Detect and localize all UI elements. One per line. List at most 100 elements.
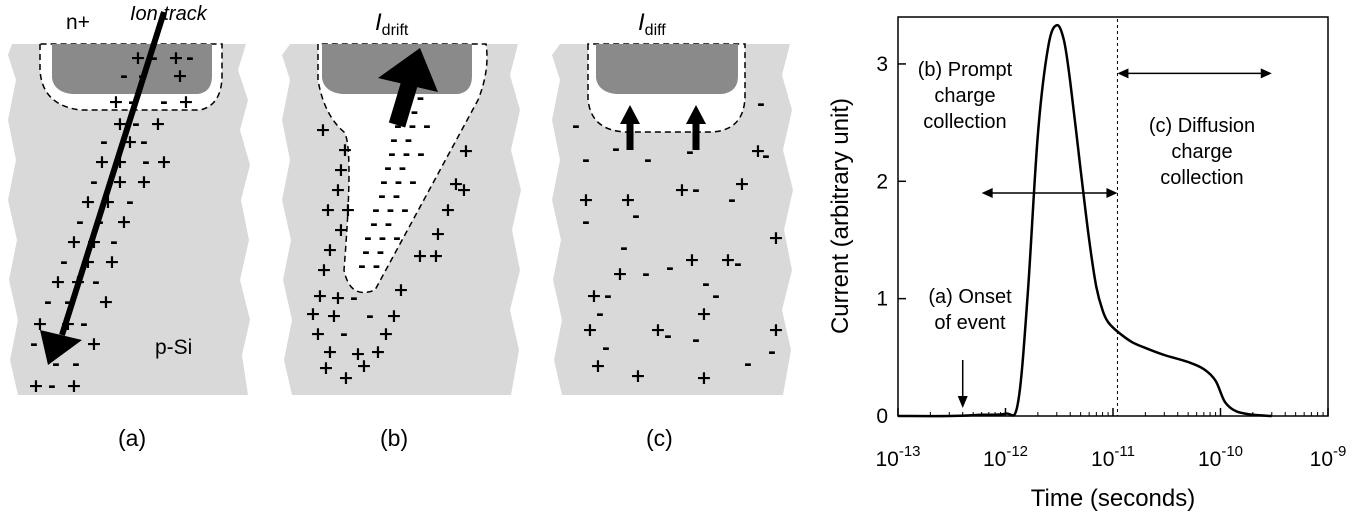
panel-b: - -- - - - -- - - - -- - - - -- - - - --… (282, 9, 521, 451)
svg-text:+: + (696, 367, 712, 389)
svg-text:-: - (142, 151, 150, 173)
svg-text:+: + (116, 211, 132, 233)
i-drift-sub: drift (382, 22, 409, 39)
annotation-text-line: collection (1160, 167, 1243, 189)
svg-text:+: + (696, 303, 712, 325)
x-tick-base: 10 (875, 448, 898, 471)
diff-arrow-right-head (686, 105, 706, 124)
svg-text:- -: - - (390, 129, 412, 151)
y-axis: 0 1 2 3 (876, 53, 906, 428)
svg-text:- -: - - (384, 157, 406, 179)
range-arrow-head-left (1117, 68, 1129, 79)
svg-text:-: - (762, 145, 770, 167)
svg-text:+: + (322, 341, 338, 363)
svg-text:-: - (612, 138, 620, 160)
svg-text:+: + (393, 279, 409, 301)
svg-text:-: - (757, 93, 765, 115)
annotation-text-line: collection (923, 111, 1006, 133)
i-diff-main: I (638, 9, 645, 36)
svg-text:+: + (456, 179, 472, 201)
svg-text:+: + (356, 355, 372, 377)
substrate-c (552, 44, 793, 395)
annotation-diffusion: (c) Diffusion charge collection (1117, 68, 1272, 189)
svg-text:+: + (734, 173, 750, 195)
svg-text:+: + (684, 249, 700, 271)
svg-text:-: - (128, 91, 136, 113)
label-n-plus: n+ (66, 11, 90, 34)
y-axis-label: Current (arbitrary unit) (827, 98, 854, 334)
svg-text:+: + (578, 189, 594, 211)
holes-b: ++ ++ + + ++ + + + - + + - + + - + + + + + + + + ++… (305, 119, 474, 389)
svg-text:+: + (315, 119, 331, 141)
x-tick-label: 10-12 (983, 443, 1028, 471)
svg-text:-: - (366, 305, 374, 327)
annotation-text-line: (a) Onset (928, 286, 1012, 308)
svg-text:+: + (337, 139, 353, 161)
svg-text:- -: - - (358, 255, 380, 277)
label-i-drift: Idrift (375, 9, 409, 39)
ion-track-arrow-head (40, 330, 82, 365)
svg-text:- -: - - (362, 241, 384, 263)
svg-text:+: + (620, 189, 636, 211)
svg-text:-: - (768, 341, 776, 363)
svg-text:-: - (702, 273, 710, 295)
svg-text:+: + (318, 357, 334, 379)
x-tick-label: 10-13 (875, 443, 920, 471)
label-i-diff: Idiff (638, 9, 666, 39)
svg-text:-: - (126, 191, 134, 213)
svg-text:+: + (674, 179, 690, 201)
x-tick-exp: -10 (1221, 443, 1243, 460)
svg-text:+: + (130, 47, 146, 69)
svg-text:+: + (612, 263, 628, 285)
svg-text:+: + (590, 355, 606, 377)
svg-text:+: + (630, 365, 646, 387)
svg-text:+: + (66, 231, 82, 253)
y-tick-label: 1 (876, 288, 888, 311)
svg-text:-: - (572, 115, 580, 137)
svg-text:+: + (32, 313, 48, 335)
svg-text:-: - (80, 313, 88, 335)
svg-text:-: - (60, 251, 68, 273)
svg-text:-: - (712, 285, 720, 307)
svg-text:+: + (333, 159, 349, 181)
svg-text:+: + (172, 65, 188, 87)
annotation-text-line: (c) Diffusion (1149, 115, 1255, 137)
svg-text:+: + (720, 249, 736, 271)
svg-text:+: + (412, 245, 428, 267)
x-tick-base: 10 (1198, 448, 1221, 471)
svg-text:+: + (168, 47, 184, 69)
charges-c: --- +-- - -+ + - + + - -- +- + +- + - - -+ - -- +… (572, 93, 784, 389)
svg-text:- -: - - (370, 213, 392, 235)
svg-text:-: - (52, 353, 60, 375)
svg-text:-: - (132, 113, 140, 135)
svg-text:-: - (692, 329, 700, 351)
svg-text:-: - (160, 91, 168, 113)
annotation-text-line: of event (934, 312, 1006, 334)
annotation-text-line: charge (934, 85, 995, 107)
svg-text:-: - (90, 171, 98, 193)
svg-text:+: + (150, 113, 166, 135)
svg-text:+: + (430, 223, 446, 245)
svg-text:+: + (386, 305, 402, 327)
svg-text:-: - (582, 149, 590, 171)
svg-text:+: + (586, 285, 602, 307)
svg-text:+: + (333, 219, 349, 241)
svg-text:-: - (186, 47, 194, 69)
svg-text:-: - (728, 189, 736, 211)
x-tick-exp: -9 (1333, 443, 1346, 460)
svg-text:-: - (744, 353, 752, 375)
svg-text:-: - (644, 149, 652, 171)
y-tick-label: 3 (876, 53, 888, 76)
svg-text:-: - (140, 131, 148, 153)
svg-text:+: + (582, 319, 598, 341)
svg-text:+: + (50, 271, 66, 293)
x-axis-label: Time (seconds) (1031, 485, 1195, 512)
annotation-text-line: charge (1171, 141, 1232, 163)
svg-text:-: - (692, 179, 700, 201)
svg-text:+: + (448, 173, 464, 195)
depletion-region-b (317, 43, 488, 294)
annotation-prompt: (b) Prompt charge collection (918, 59, 1118, 199)
range-arrow-head-right (1260, 68, 1272, 79)
svg-text:-: - (734, 253, 742, 275)
